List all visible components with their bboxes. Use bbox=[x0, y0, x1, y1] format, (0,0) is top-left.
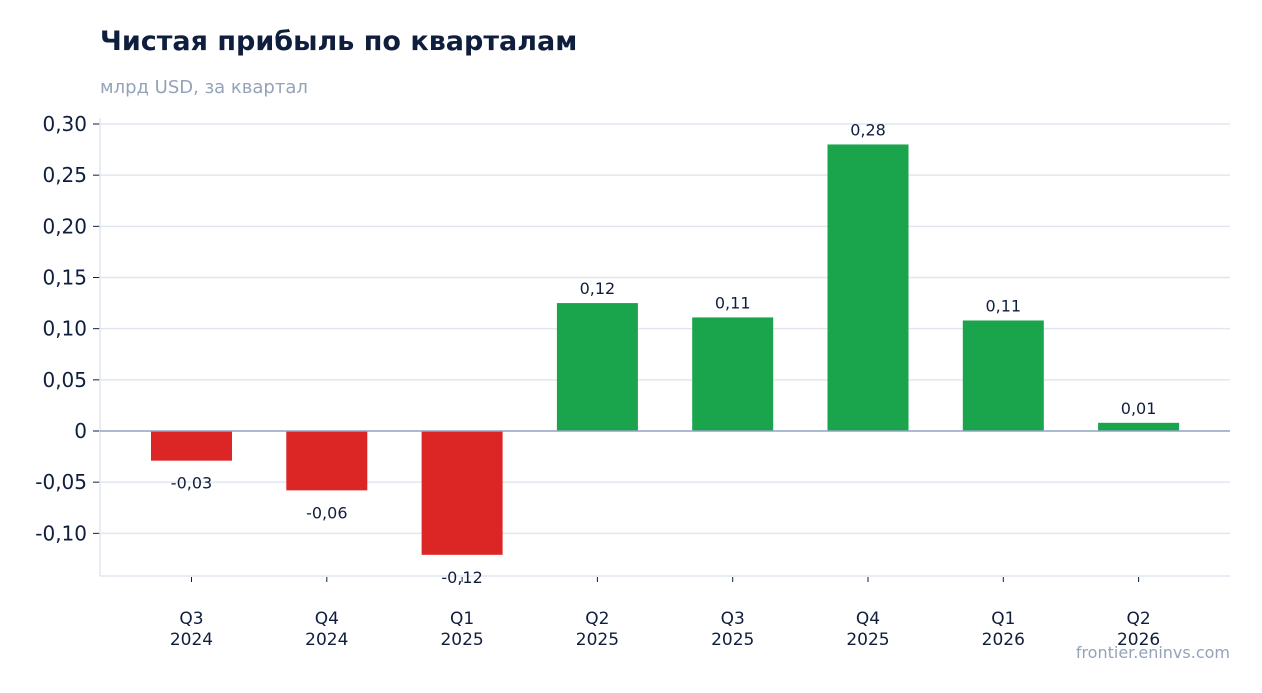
y-tick-label: 0,15 bbox=[42, 266, 87, 290]
y-tick-label: 0,05 bbox=[42, 368, 87, 392]
x-tick-label-year: 2026 bbox=[982, 630, 1025, 650]
y-tick-label: 0,25 bbox=[42, 163, 87, 187]
bar bbox=[286, 431, 368, 491]
y-tick-label: -0,10 bbox=[35, 521, 87, 545]
x-tick-label-year: 2025 bbox=[576, 630, 619, 650]
y-tick-label: -0,05 bbox=[35, 470, 87, 494]
bar bbox=[827, 144, 909, 431]
y-tick-label: 0 bbox=[74, 419, 87, 443]
bar bbox=[962, 320, 1044, 431]
data-label: 0,11 bbox=[985, 296, 1021, 315]
y-tick-label: 0,10 bbox=[42, 317, 87, 341]
data-label: -0,03 bbox=[171, 474, 212, 493]
x-tick-label-year: 2025 bbox=[846, 630, 889, 650]
bar bbox=[151, 431, 232, 461]
y-tick-label: 0,30 bbox=[42, 112, 87, 136]
x-tick-label-year: 2025 bbox=[440, 630, 483, 650]
x-tick-label-year: 2026 bbox=[1117, 630, 1160, 650]
x-tick-label-year: 2025 bbox=[711, 630, 754, 650]
x-tick-label-quarter: Q4 bbox=[856, 609, 880, 629]
bar bbox=[1098, 422, 1180, 431]
data-labels: -0,03 -0,06 -0,12 0,12 0,11 0,28 0,11 0,01 bbox=[171, 120, 1157, 586]
data-label: -0,12 bbox=[441, 568, 482, 587]
chart-subtitle: млрд USD, за квартал bbox=[100, 77, 308, 98]
x-tick-label-quarter: Q1 bbox=[450, 609, 474, 629]
y-tick-label: 0,20 bbox=[42, 214, 87, 238]
data-label: 0,28 bbox=[850, 120, 886, 139]
x-tick-label-quarter: Q3 bbox=[179, 609, 203, 629]
x-tick-label-quarter: Q4 bbox=[315, 609, 339, 629]
x-tick-label-quarter: Q2 bbox=[1126, 609, 1150, 629]
data-label: -0,06 bbox=[306, 503, 347, 522]
bar bbox=[421, 431, 503, 555]
x-tick-label-quarter: Q2 bbox=[585, 609, 609, 629]
data-label: 0,12 bbox=[580, 279, 616, 298]
axes: 0,30 0,25 0,20 0,15 0,10 0,05 0 -0,05 -0,10 bbox=[35, 112, 1230, 582]
bar bbox=[556, 303, 638, 431]
data-label: 0,11 bbox=[715, 293, 751, 312]
data-label: 0,01 bbox=[1121, 399, 1157, 418]
source-watermark: frontier.eninvs.com bbox=[1075, 643, 1230, 662]
bars bbox=[100, 144, 1230, 555]
x-tick-label-quarter: Q1 bbox=[991, 609, 1015, 629]
x-tick-label-year: 2024 bbox=[305, 630, 348, 650]
grid-lines bbox=[100, 123, 1230, 535]
chart-title: Чистая прибыль по кварталам bbox=[100, 26, 578, 57]
bar bbox=[692, 317, 774, 431]
x-tick-label-quarter: Q3 bbox=[721, 609, 745, 629]
x-tick-labels: Q32024Q42024Q12025Q22025Q32025Q42025Q120… bbox=[170, 609, 1160, 650]
x-tick-label-year: 2024 bbox=[170, 630, 213, 650]
